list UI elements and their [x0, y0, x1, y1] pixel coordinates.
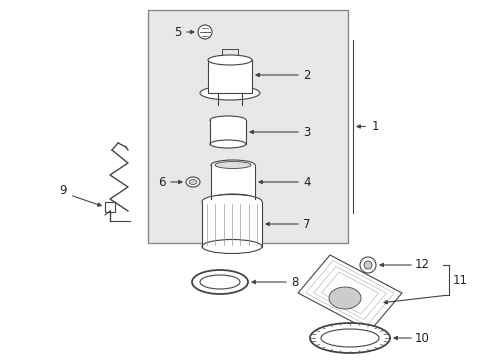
- Text: 6: 6: [158, 176, 166, 189]
- Text: 8: 8: [292, 275, 299, 288]
- Bar: [105, 202, 115, 212]
- Text: 2: 2: [303, 68, 311, 81]
- Ellipse shape: [211, 194, 255, 204]
- Text: 10: 10: [415, 332, 430, 345]
- Ellipse shape: [186, 177, 200, 187]
- Ellipse shape: [215, 162, 251, 168]
- Bar: [148, 10, 348, 243]
- Text: 12: 12: [415, 258, 430, 271]
- Bar: [210, 120, 246, 144]
- Ellipse shape: [200, 275, 240, 289]
- Circle shape: [364, 261, 372, 269]
- Text: 9: 9: [59, 184, 67, 197]
- Ellipse shape: [321, 329, 379, 347]
- Circle shape: [360, 257, 376, 273]
- Ellipse shape: [208, 55, 252, 65]
- Text: 11: 11: [453, 274, 468, 287]
- Text: 5: 5: [174, 26, 182, 39]
- Ellipse shape: [210, 116, 246, 124]
- Text: 1: 1: [371, 120, 379, 133]
- Ellipse shape: [202, 194, 262, 208]
- Ellipse shape: [202, 239, 262, 253]
- Bar: [202, 202, 262, 247]
- Ellipse shape: [329, 287, 361, 309]
- Bar: [211, 165, 255, 199]
- Ellipse shape: [192, 270, 248, 294]
- Ellipse shape: [200, 86, 260, 100]
- Circle shape: [198, 25, 212, 39]
- Ellipse shape: [310, 323, 390, 353]
- Text: 7: 7: [303, 217, 311, 230]
- Text: 3: 3: [303, 126, 311, 139]
- Ellipse shape: [211, 160, 255, 170]
- Polygon shape: [298, 255, 402, 331]
- Bar: [208, 60, 252, 93]
- Ellipse shape: [210, 140, 246, 148]
- Text: 4: 4: [303, 176, 311, 189]
- Ellipse shape: [189, 180, 197, 185]
